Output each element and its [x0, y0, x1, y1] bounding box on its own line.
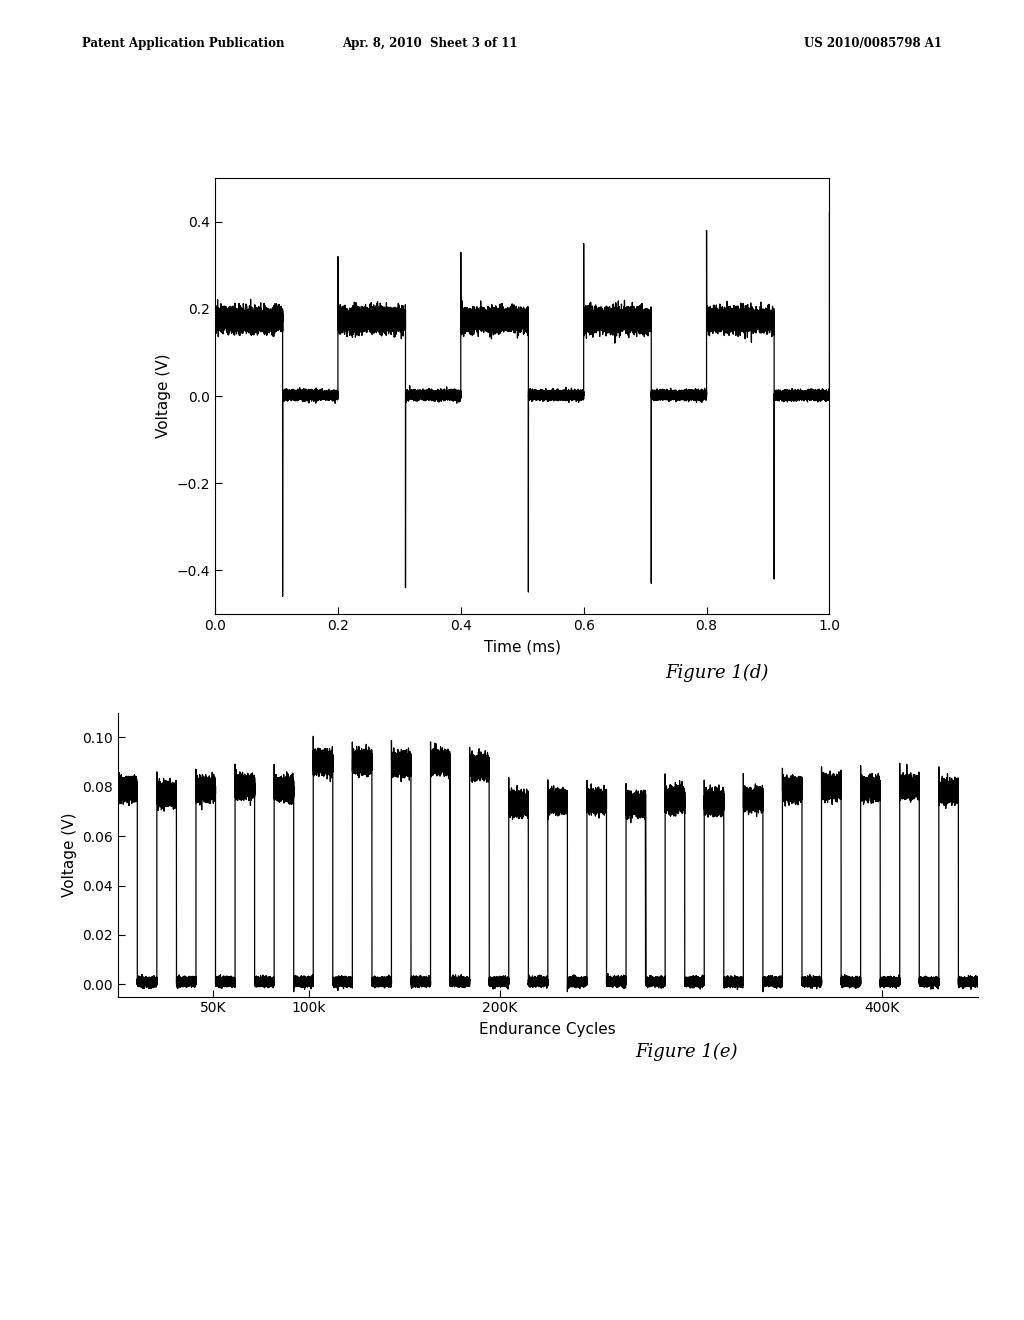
Text: Apr. 8, 2010  Sheet 3 of 11: Apr. 8, 2010 Sheet 3 of 11 [342, 37, 518, 50]
Y-axis label: Voltage (V): Voltage (V) [61, 812, 77, 898]
Text: US 2010/0085798 A1: US 2010/0085798 A1 [804, 37, 942, 50]
Text: Patent Application Publication: Patent Application Publication [82, 37, 285, 50]
X-axis label: Time (ms): Time (ms) [483, 640, 561, 655]
Y-axis label: Voltage (V): Voltage (V) [156, 354, 171, 438]
Text: Figure 1(d): Figure 1(d) [666, 664, 769, 682]
Text: Figure 1(e): Figure 1(e) [635, 1043, 737, 1061]
X-axis label: Endurance Cycles: Endurance Cycles [479, 1023, 616, 1038]
